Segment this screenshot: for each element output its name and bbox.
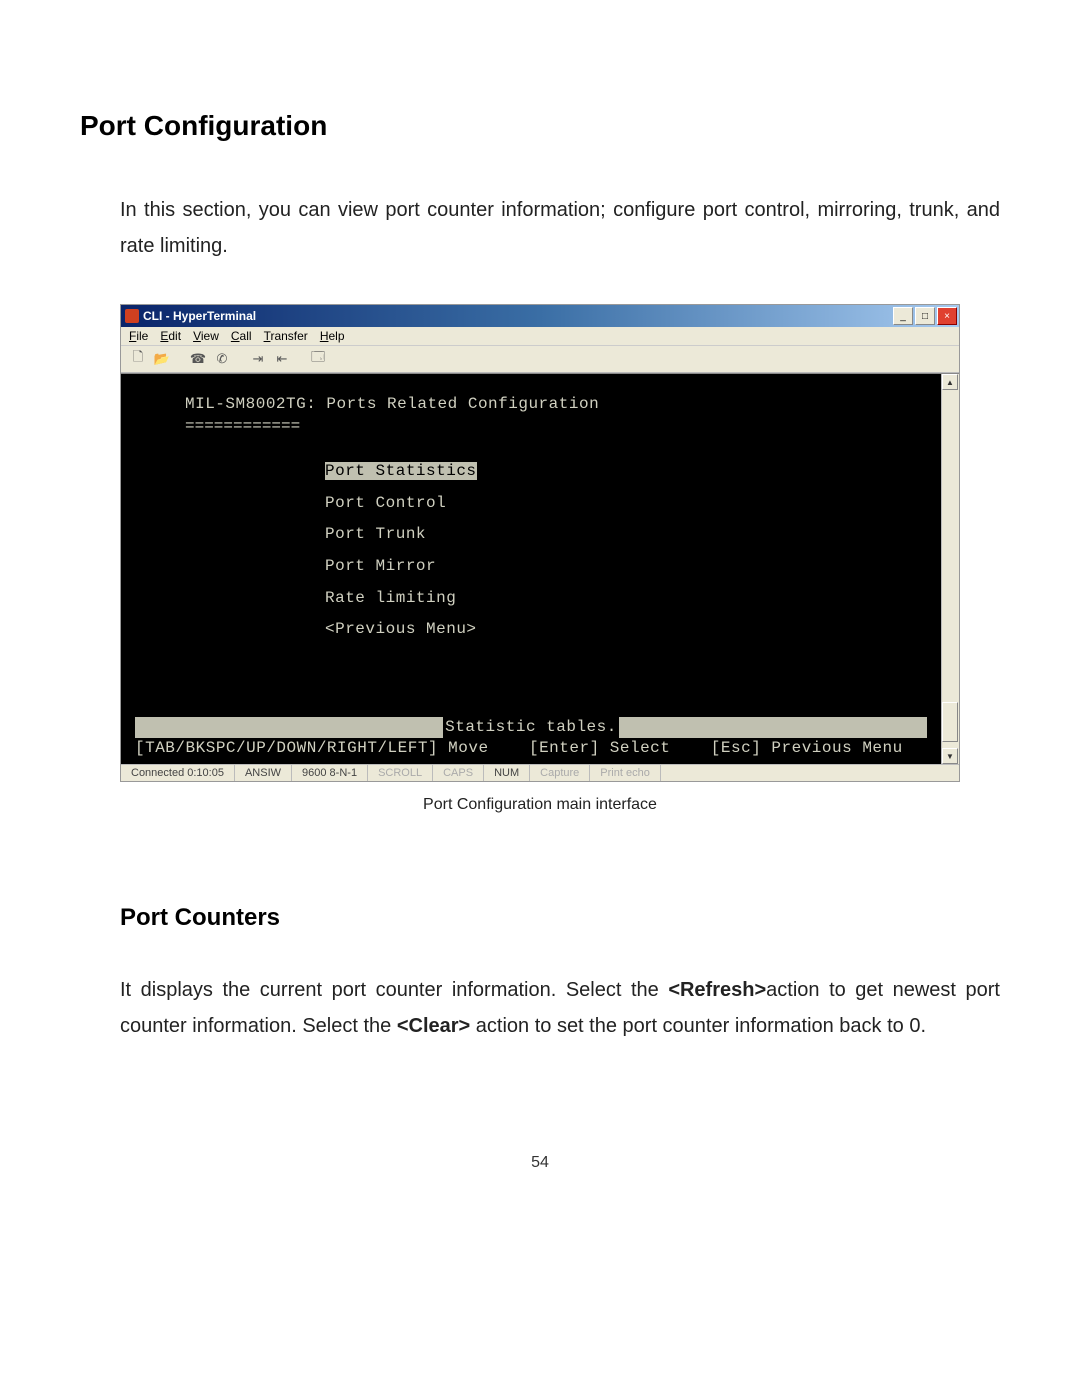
menu-file[interactable]: File xyxy=(129,329,148,343)
vertical-scrollbar[interactable]: ▲ ▼ xyxy=(941,374,959,764)
menu-help[interactable]: Help xyxy=(320,329,345,343)
page-number: 54 xyxy=(80,1154,1000,1172)
heading-port-counters: Port Counters xyxy=(120,904,1000,932)
terminal-menu-item[interactable]: Rate limiting xyxy=(325,588,927,610)
intro-paragraph: In this section, you can view port count… xyxy=(120,192,1000,264)
port-counters-paragraph: It displays the current port counter inf… xyxy=(120,972,1000,1044)
status-caps: CAPS xyxy=(433,765,484,781)
scroll-up-icon[interactable]: ▲ xyxy=(942,374,958,390)
menu-bar: File Edit View Call Transfer Help xyxy=(121,327,959,346)
open-icon[interactable]: 📂 xyxy=(153,350,171,368)
menu-call[interactable]: Call xyxy=(231,329,252,343)
hyperterminal-window: CLI - HyperTerminal _ □ × File Edit View… xyxy=(120,304,960,782)
status-capture: Capture xyxy=(530,765,590,781)
status-scroll: SCROLL xyxy=(368,765,433,781)
terminal-header: MIL-SM8002TG: Ports Related Configuratio… xyxy=(185,394,927,416)
terminal-menu-item[interactable]: Port Mirror xyxy=(325,556,927,578)
status-bar: Connected 0:10:05 ANSIW 9600 8-N-1 SCROL… xyxy=(121,764,959,781)
properties-icon[interactable]: 🗔 xyxy=(309,350,327,368)
para2-clear: <Clear> xyxy=(397,1015,470,1037)
terminal-menu-item[interactable]: <Previous Menu> xyxy=(325,619,927,641)
screenshot-container: CLI - HyperTerminal _ □ × File Edit View… xyxy=(120,304,960,814)
connect-icon[interactable]: ☎ xyxy=(189,350,207,368)
menu-transfer[interactable]: Transfer xyxy=(264,329,308,343)
window-title: CLI - HyperTerminal xyxy=(143,309,256,323)
window-titlebar[interactable]: CLI - HyperTerminal _ □ × xyxy=(121,305,959,327)
para2-text-e: action to set the port counter informati… xyxy=(470,1015,926,1037)
menu-view[interactable]: View xyxy=(193,329,219,343)
para2-text-a: It displays the current port counter inf… xyxy=(120,979,668,1001)
window-buttons: _ □ × xyxy=(893,307,957,325)
terminal-screen[interactable]: MIL-SM8002TG: Ports Related Configuratio… xyxy=(121,374,941,764)
status-params: 9600 8-N-1 xyxy=(292,765,368,781)
terminal-area: MIL-SM8002TG: Ports Related Configuratio… xyxy=(121,373,959,764)
para2-refresh: <Refresh> xyxy=(668,979,766,1001)
document-page: Port Configuration In this section, you … xyxy=(0,0,1080,1232)
terminal-menu: Port Statistics Port Control Port Trunk Por… xyxy=(325,461,927,641)
terminal-menu-item[interactable]: Port Control xyxy=(325,493,927,515)
screenshot-caption: Port Configuration main interface xyxy=(120,796,960,814)
status-spacer xyxy=(661,765,959,781)
terminal-rule: ============ xyxy=(185,416,927,438)
send-icon[interactable]: ⇥ xyxy=(249,350,267,368)
terminal-footer-title: Statistic tables. xyxy=(443,717,619,739)
terminal-hints: [TAB/BKSPC/UP/DOWN/RIGHT/LEFT] Move [Ent… xyxy=(135,738,927,760)
heading-port-configuration: Port Configuration xyxy=(80,110,1000,142)
disconnect-icon[interactable]: ✆ xyxy=(213,350,231,368)
close-button[interactable]: × xyxy=(937,307,957,325)
terminal-menu-item[interactable]: Port Statistics xyxy=(325,461,927,483)
terminal-footer-title-line: Statistic tables. xyxy=(135,717,927,739)
new-doc-icon[interactable]: 🗋 xyxy=(129,350,147,368)
status-num: NUM xyxy=(484,765,530,781)
status-emulation: ANSIW xyxy=(235,765,292,781)
status-printecho: Print echo xyxy=(590,765,661,781)
terminal-footer: Statistic tables. [TAB/BKSPC/UP/DOWN/RIG… xyxy=(135,717,927,760)
toolbar: 🗋 📂 ☎ ✆ ⇥ ⇤ 🗔 xyxy=(121,346,959,373)
app-icon xyxy=(125,309,139,323)
maximize-button[interactable]: □ xyxy=(915,307,935,325)
status-connected: Connected 0:10:05 xyxy=(121,765,235,781)
terminal-menu-item[interactable]: Port Trunk xyxy=(325,524,927,546)
minimize-button[interactable]: _ xyxy=(893,307,913,325)
scroll-down-icon[interactable]: ▼ xyxy=(942,748,958,764)
menu-edit[interactable]: Edit xyxy=(160,329,181,343)
scroll-thumb[interactable] xyxy=(942,702,958,742)
receive-icon[interactable]: ⇤ xyxy=(273,350,291,368)
